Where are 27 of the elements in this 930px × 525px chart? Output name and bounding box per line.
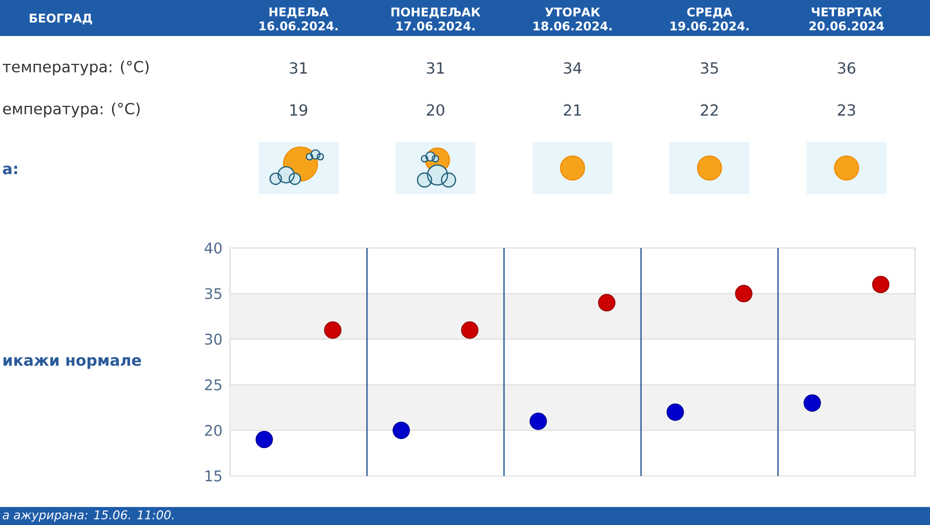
y-tick-label: 25 [205,379,222,390]
text: НЕДЕЉА 16.06.2024. [260,8,338,30]
text: ПОНЕДЕЉАК 17.06.2024. [391,7,480,31]
y-tick-label: 35 [205,288,222,300]
data-label: 36 [838,62,856,74]
data-label: 35 [700,62,718,74]
text: а: [2,166,18,174]
data-label: 31 [290,62,307,74]
text: ЧЕТВРТАК 20.06.2024 [810,8,884,30]
y-tick-label: 40 [204,242,222,254]
text: БЕОГРАД [30,14,92,24]
data-label: 19 [290,104,308,116]
y-tick-label: 15 [206,470,222,482]
text: емпература: (°C) [3,102,140,118]
data-label: 21 [564,104,581,116]
text: икажи нормале [4,357,141,369]
y-tick-label: 30 [205,334,222,345]
y-tick-label: 20 [205,424,222,436]
data-label: 22 [700,104,718,116]
data-label: 34 [564,62,582,74]
text: СРЕДА 19.06.2024. [670,7,749,31]
data-label: 31 [426,62,444,74]
data-label: 20 [426,104,444,116]
text: УТОРАК 18.06.2024. [534,7,612,31]
text: а ажурирана: 15.06. 11:00. [2,510,174,522]
data-label: 23 [838,104,856,116]
text: температура: (°C) [2,60,149,76]
